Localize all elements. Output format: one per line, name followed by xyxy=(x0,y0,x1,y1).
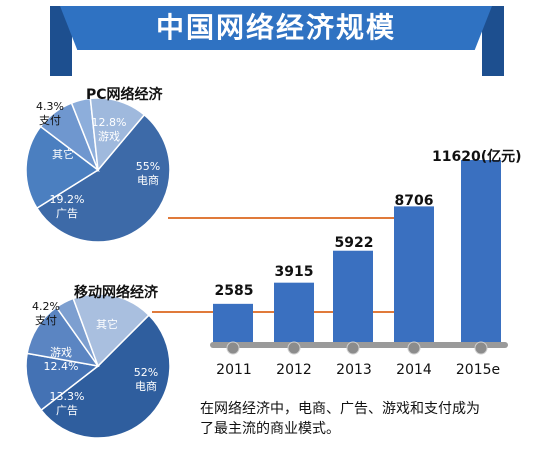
bar-value-label: 11620(亿元) xyxy=(432,149,522,165)
bar xyxy=(333,250,373,345)
mobile-label-ecommerce-pct: 52% xyxy=(133,366,159,379)
bar xyxy=(461,160,501,345)
mobile-label-games-name: 游戏 xyxy=(50,346,72,359)
bar xyxy=(394,206,434,345)
caption-line-2: 了最主流的商业模式。 xyxy=(200,421,340,437)
pc-label-games-pct: 12.8% xyxy=(91,116,127,129)
mobile-label-ecommerce-name: 电商 xyxy=(135,380,157,393)
bar xyxy=(213,303,253,345)
x-axis-dot xyxy=(346,341,360,355)
mobile-pie-slice xyxy=(40,314,171,439)
page-title: 中国网络经济规模 xyxy=(155,11,396,44)
mobile-pie-slice xyxy=(25,352,100,412)
mobile-label-ecommerce: 52% 电商 xyxy=(126,366,166,394)
title-banner xyxy=(60,6,492,50)
mobile-pie-title: 移动网络经济 xyxy=(74,285,158,301)
x-tick-label: 2012 xyxy=(276,362,312,378)
mobile-pie-slice xyxy=(72,293,150,368)
pc-pie-title: PC网络经济 xyxy=(86,87,163,103)
mobile-label-ads-pct: 13.3% xyxy=(49,390,85,403)
x-axis-dot xyxy=(474,341,488,355)
mobile-label-other-name: 其它 xyxy=(96,318,118,331)
pc-label-ads-pct: 19.2% xyxy=(49,193,85,206)
pc-label-games-name: 游戏 xyxy=(98,130,120,143)
pc-label-ads: 19.2% 广告 xyxy=(44,193,90,221)
mobile-label-ads: 13.3% 广告 xyxy=(44,390,90,418)
x-axis-dot xyxy=(407,341,421,355)
mobile-label-games: 游戏 12.4% xyxy=(38,346,84,374)
mobile-label-ads-name: 广告 xyxy=(56,404,78,417)
x-axis-dot xyxy=(287,341,301,355)
x-tick-label: 2015e xyxy=(455,362,501,378)
mobile-label-pay: 4.2% 支付 xyxy=(26,300,66,328)
banner-fold-left xyxy=(50,6,72,76)
x-axis-dot xyxy=(226,341,240,355)
pc-label-games: 12.8% 游戏 xyxy=(86,116,132,144)
pc-pie-slice xyxy=(89,97,146,172)
bar xyxy=(274,282,314,345)
pc-label-ads-name: 广告 xyxy=(56,207,78,220)
pc-label-ecommerce-pct: 55% xyxy=(135,160,161,173)
bar-value-label: 3915 xyxy=(274,264,314,280)
pc-label-pay-name: 支付 xyxy=(39,114,61,127)
pc-label-other-name: 其它 xyxy=(52,148,74,161)
x-axis-line xyxy=(210,342,508,348)
pc-label-pay-pct: 4.3% xyxy=(36,100,64,113)
bar-value-label: 5922 xyxy=(334,235,374,251)
bar-value-label: 8706 xyxy=(394,193,434,209)
pc-pie-slice xyxy=(25,125,100,210)
mobile-label-pay-pct: 4.2% xyxy=(32,300,60,313)
mobile-label-pay-name: 支付 xyxy=(35,314,57,327)
pc-label-pay: 4.3% 支付 xyxy=(30,100,70,128)
banner-fold-right xyxy=(482,6,504,76)
x-tick-label: 2014 xyxy=(396,362,432,378)
x-tick-label: 2013 xyxy=(336,362,372,378)
x-tick-label: 2011 xyxy=(216,362,252,378)
pc-pie-slice xyxy=(35,113,171,243)
pc-label-other: 其它 xyxy=(48,148,78,162)
mobile-label-other: 其它 xyxy=(92,318,122,332)
caption-line-1: 在网络经济中，电商、广告、游戏和支付成为 xyxy=(200,401,480,417)
mobile-label-games-pct: 12.4% xyxy=(43,360,79,373)
pc-label-ecommerce-name: 电商 xyxy=(137,174,159,187)
bar-value-label: 2585 xyxy=(214,283,254,299)
pc-label-ecommerce: 55% 电商 xyxy=(128,160,168,188)
